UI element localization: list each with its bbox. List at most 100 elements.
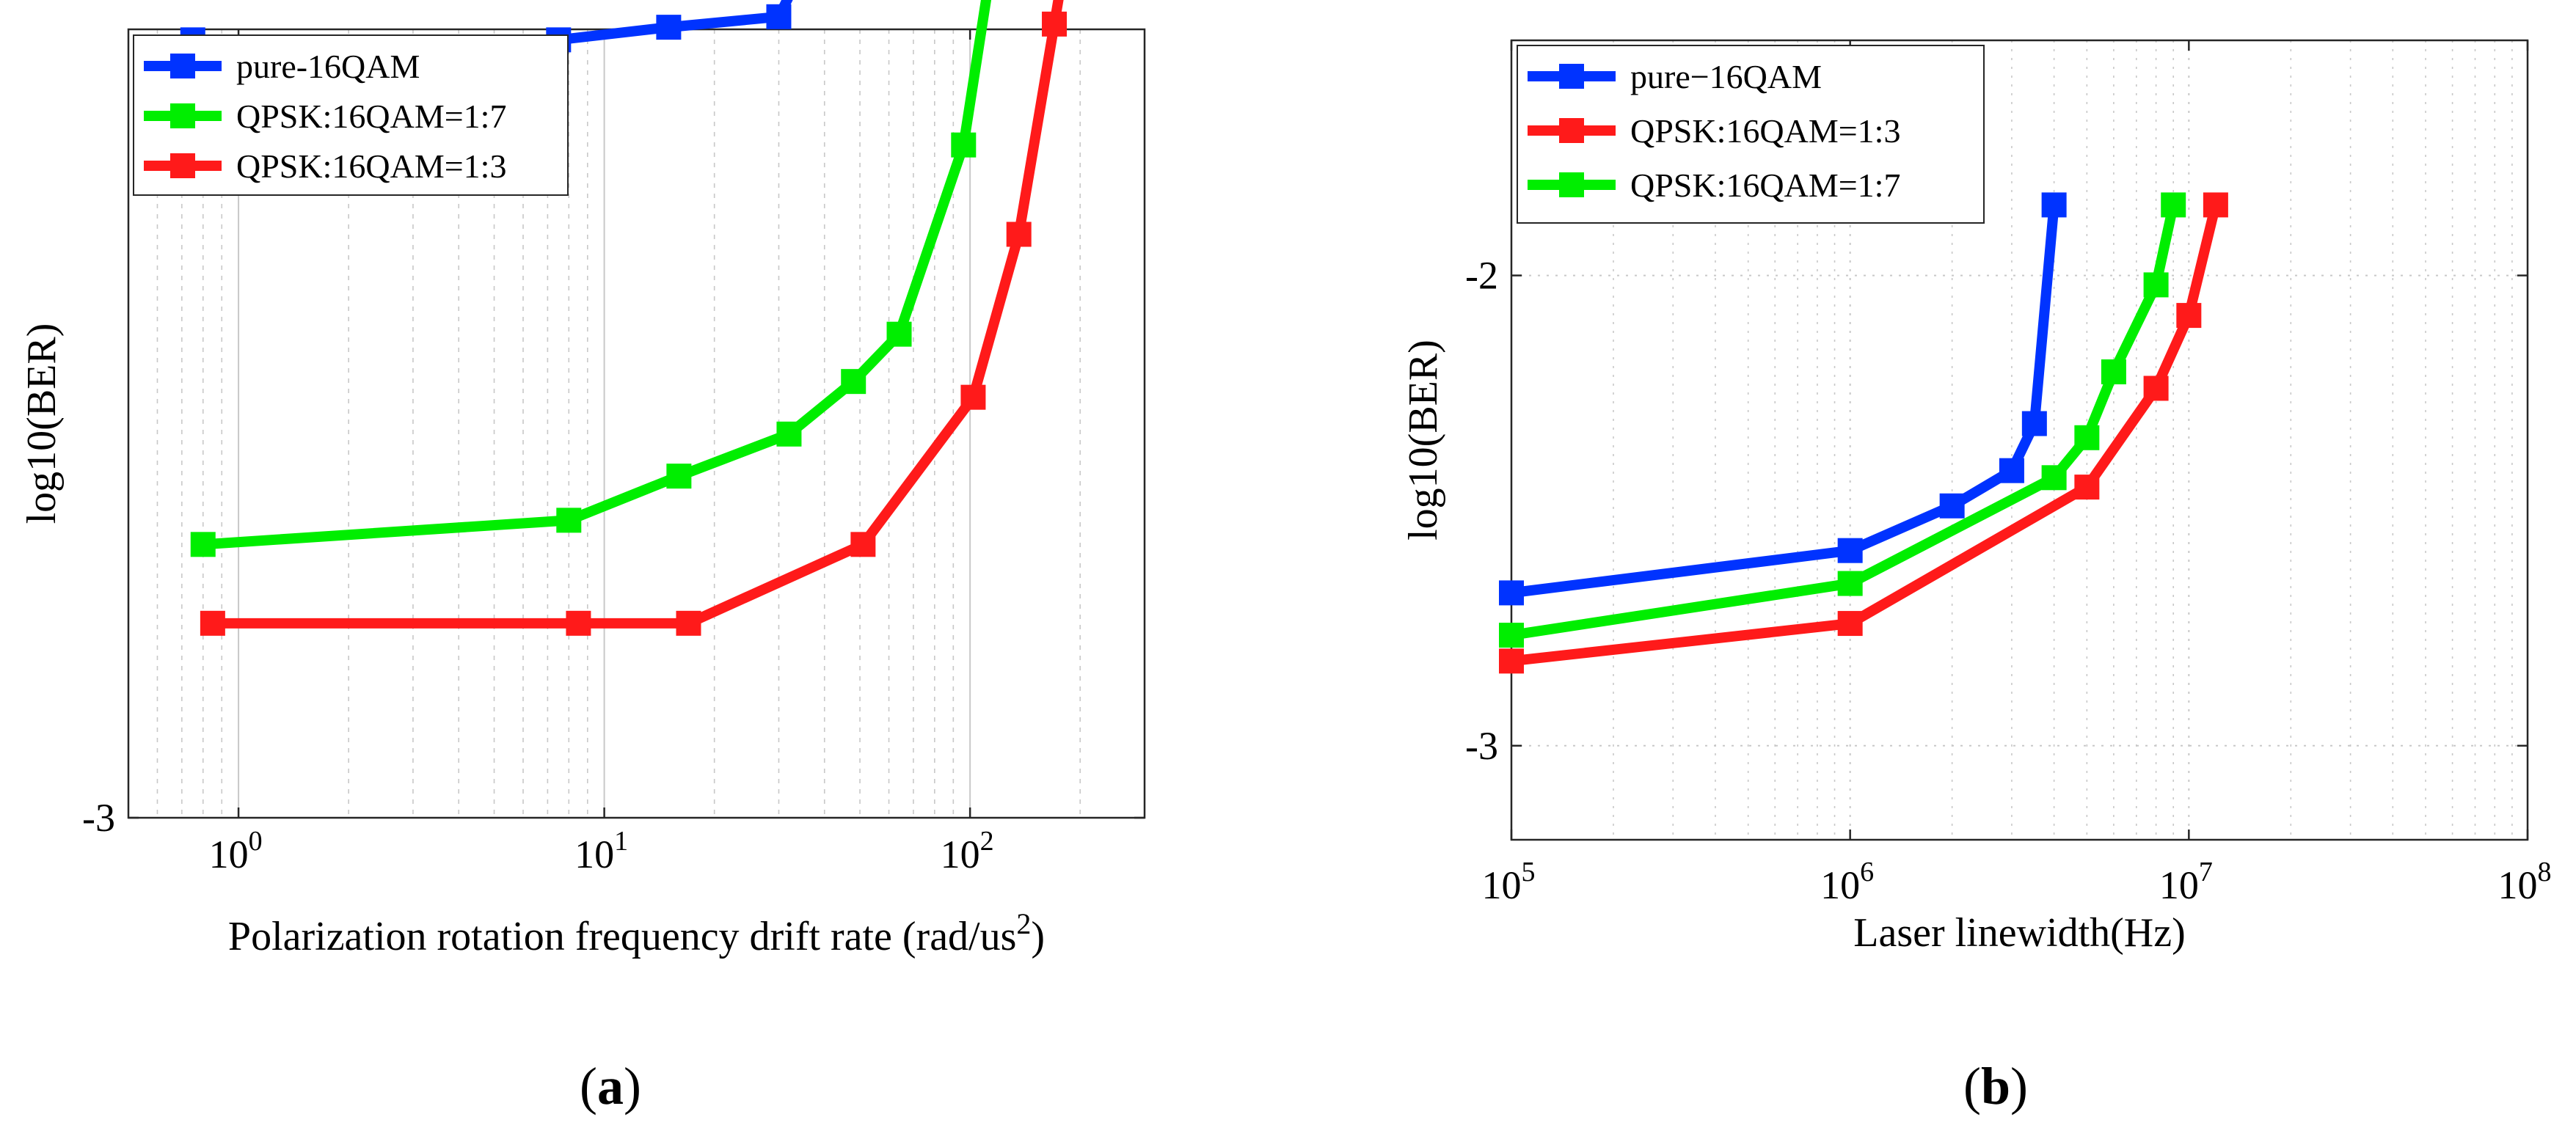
- x-tick-label: 108: [2498, 857, 2552, 907]
- data-point: [1499, 580, 1524, 606]
- caption-letter: a: [597, 1057, 624, 1116]
- series-2: [1499, 192, 2186, 648]
- x-tick-label: 105: [1482, 857, 1536, 907]
- y-tick-label: -2: [1465, 254, 1498, 298]
- legend-marker: [1559, 172, 1584, 197]
- data-point: [566, 610, 591, 636]
- legend-label: pure−16QAM: [1630, 58, 1822, 95]
- x-tick-label: 106: [1820, 857, 1874, 907]
- x-tick-base: 10: [2159, 863, 2199, 907]
- data-point: [200, 610, 225, 636]
- data-point: [2074, 425, 2100, 450]
- legend: pure−16QAM QPSK:16QAM=1:3 QPSK:16QAM=1:7: [1517, 45, 1985, 224]
- legend-marker: [170, 54, 195, 78]
- x-tick-base: 10: [209, 832, 249, 876]
- data-point: [1042, 11, 1068, 37]
- data-point: [1499, 623, 1524, 648]
- legend-marker: [170, 103, 195, 128]
- figure-caption: (b): [1963, 1057, 2028, 1116]
- data-point: [951, 132, 977, 158]
- data-point: [2203, 192, 2228, 218]
- data-point: [960, 384, 986, 410]
- y-axis-label: log10(BER): [1401, 340, 1446, 541]
- legend-label: QPSK:16QAM=1:3: [236, 147, 506, 185]
- chart-a: -3-2100101102log10(BER)Polarization rota…: [19, 0, 1146, 1116]
- data-point: [2143, 376, 2169, 401]
- x-tick-exponent: 2: [980, 826, 994, 857]
- data-point: [1837, 538, 1863, 563]
- legend-marker: [170, 153, 195, 178]
- data-point: [676, 610, 701, 636]
- legend-label: pure-16QAM: [236, 48, 420, 85]
- series-1: [190, 0, 992, 557]
- x-tick-base: 10: [2498, 863, 2538, 907]
- y-axis-label: log10(BER): [19, 323, 65, 524]
- series-2: [200, 0, 1068, 636]
- data-point: [2161, 192, 2186, 218]
- figure-caption: (a): [580, 1057, 641, 1116]
- y-tick-label: -3: [1465, 724, 1498, 768]
- legend-marker: [1559, 118, 1584, 143]
- x-tick-exponent: 1: [614, 826, 628, 857]
- series-1: [1499, 192, 2228, 674]
- x-tick-exponent: 7: [2199, 857, 2213, 887]
- axes-frame: [1510, 39, 2529, 841]
- data-point: [1006, 221, 1032, 247]
- series-0: [1499, 192, 2067, 606]
- data-point: [1499, 648, 1524, 674]
- x-tick-label: 100: [209, 826, 263, 876]
- series-line: [187, 0, 793, 45]
- x-tick-label: 102: [941, 826, 994, 876]
- y-tick-label: -3: [82, 796, 115, 840]
- caption-open-paren: (: [1963, 1057, 1981, 1116]
- data-point: [2041, 192, 2067, 218]
- data-point: [2143, 272, 2169, 298]
- x-tick-base: 10: [1482, 863, 1522, 907]
- x-tick-exponent: 6: [1860, 857, 1874, 887]
- data-point: [776, 421, 802, 447]
- legend-marker: [1559, 64, 1584, 89]
- x-tick-exponent: 0: [249, 826, 263, 857]
- data-point: [766, 4, 792, 29]
- legend-label: QPSK:16QAM=1:7: [236, 98, 506, 135]
- data-point: [886, 321, 912, 347]
- x-tick-label: 101: [574, 826, 628, 876]
- data-point: [1837, 571, 1863, 596]
- data-point: [2176, 303, 2202, 329]
- x-tick-exponent: 5: [1522, 857, 1536, 887]
- x-axis-label-close: ): [1031, 914, 1045, 959]
- data-point: [1837, 611, 1863, 637]
- data-point: [190, 532, 216, 557]
- caption-open-paren: (: [580, 1057, 597, 1116]
- legend: pure-16QAM QPSK:16QAM=1:7 QPSK:16QAM=1:3: [133, 34, 569, 196]
- legend-label: QPSK:16QAM=1:3: [1630, 112, 1900, 150]
- x-tick-exponent: 8: [2538, 857, 2552, 887]
- caption-letter: b: [1981, 1057, 2010, 1116]
- data-point: [2021, 411, 2047, 436]
- data-point: [850, 532, 876, 557]
- data-point: [656, 15, 682, 40]
- x-tick-base: 10: [1820, 863, 1860, 907]
- x-axis-label: Polarization rotation frequency drift ra…: [228, 907, 1045, 959]
- x-axis-label: Laser linewidth(Hz): [1853, 910, 2185, 956]
- data-point: [1999, 458, 2024, 483]
- caption-close-paren: ): [624, 1057, 641, 1116]
- x-axis-label-main: Polarization rotation frequency drift ra…: [228, 914, 1016, 959]
- x-tick-label: 107: [2159, 857, 2213, 907]
- data-point: [2074, 475, 2100, 500]
- series-line: [1506, 199, 2059, 598]
- x-axis-label-superscript: 2: [1016, 907, 1031, 940]
- x-tick-base: 10: [941, 832, 980, 876]
- data-point: [666, 464, 692, 489]
- x-tick-base: 10: [574, 832, 614, 876]
- data-point: [556, 508, 582, 533]
- caption-close-paren: ): [2010, 1057, 2028, 1116]
- data-point: [841, 369, 866, 395]
- data-point: [2041, 465, 2067, 491]
- series-line: [1506, 199, 2221, 667]
- legend-label: QPSK:16QAM=1:7: [1630, 166, 1900, 204]
- x-axis-label-main: Laser linewidth(Hz): [1853, 910, 2185, 956]
- data-point: [2101, 359, 2126, 385]
